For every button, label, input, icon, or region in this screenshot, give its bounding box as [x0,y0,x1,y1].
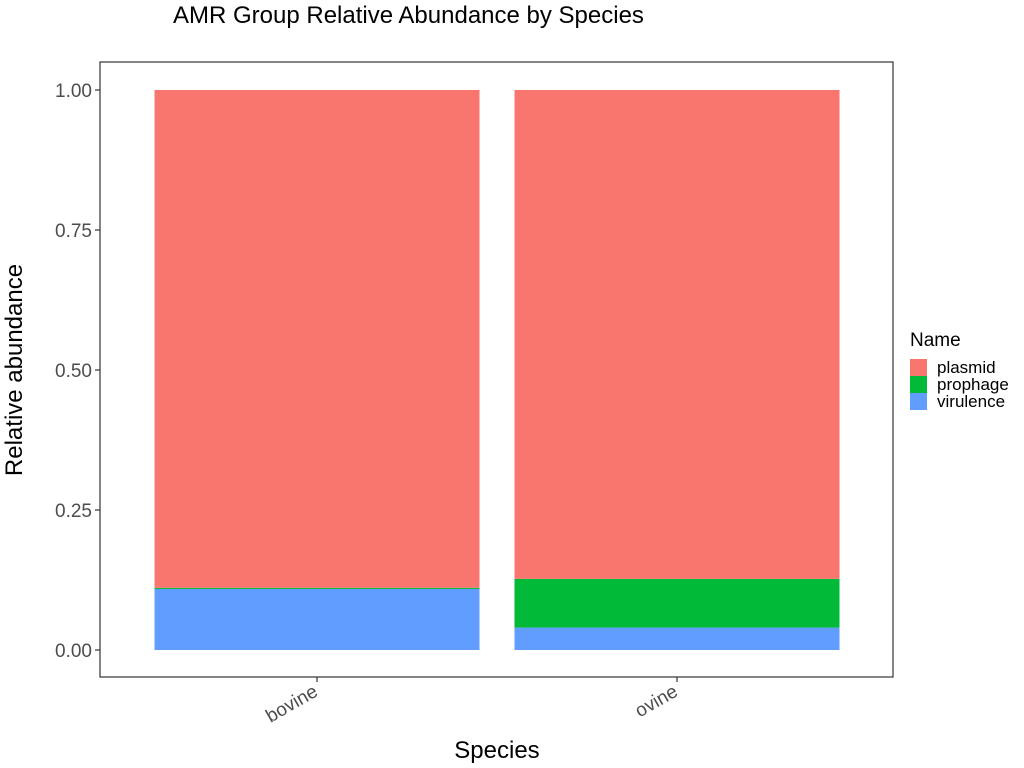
y-tick-label: 0.00 [55,641,92,662]
legend-swatch-virulence [910,393,927,410]
legend-label-virulence: virulence [937,392,1005,411]
legend-swatch-prophage [910,376,927,393]
x-tick-label-ovine: ovine [632,681,682,722]
y-axis: 0.00 0.25 0.50 0.75 1.00 [55,81,100,662]
bars-group [154,90,840,650]
bar-bovine-prophage [154,587,480,589]
bar-ovine-plasmid [514,90,840,579]
y-tick-label: 0.25 [55,501,92,522]
legend-label-plasmid: plasmid [937,358,996,377]
y-tick-label: 0.75 [55,221,92,242]
legend-label-prophage: prophage [937,375,1009,394]
y-tick-label: 1.00 [55,81,92,102]
y-axis-title: Relative abundance [1,264,28,476]
bar-ovine-virulence [514,627,840,650]
legend-title: Name [910,330,961,351]
bar-bovine-virulence [154,588,480,650]
chart-title: AMR Group Relative Abundance by Species [173,2,644,29]
legend-swatch-plasmid [910,359,927,376]
x-axis-title: Species [454,737,539,764]
bar-ovine-prophage [514,578,840,628]
x-axis: bovine ovine [263,677,682,727]
x-tick-label-bovine: bovine [263,681,322,727]
bar-bovine-plasmid [154,90,480,588]
y-tick-label: 0.50 [55,361,92,382]
